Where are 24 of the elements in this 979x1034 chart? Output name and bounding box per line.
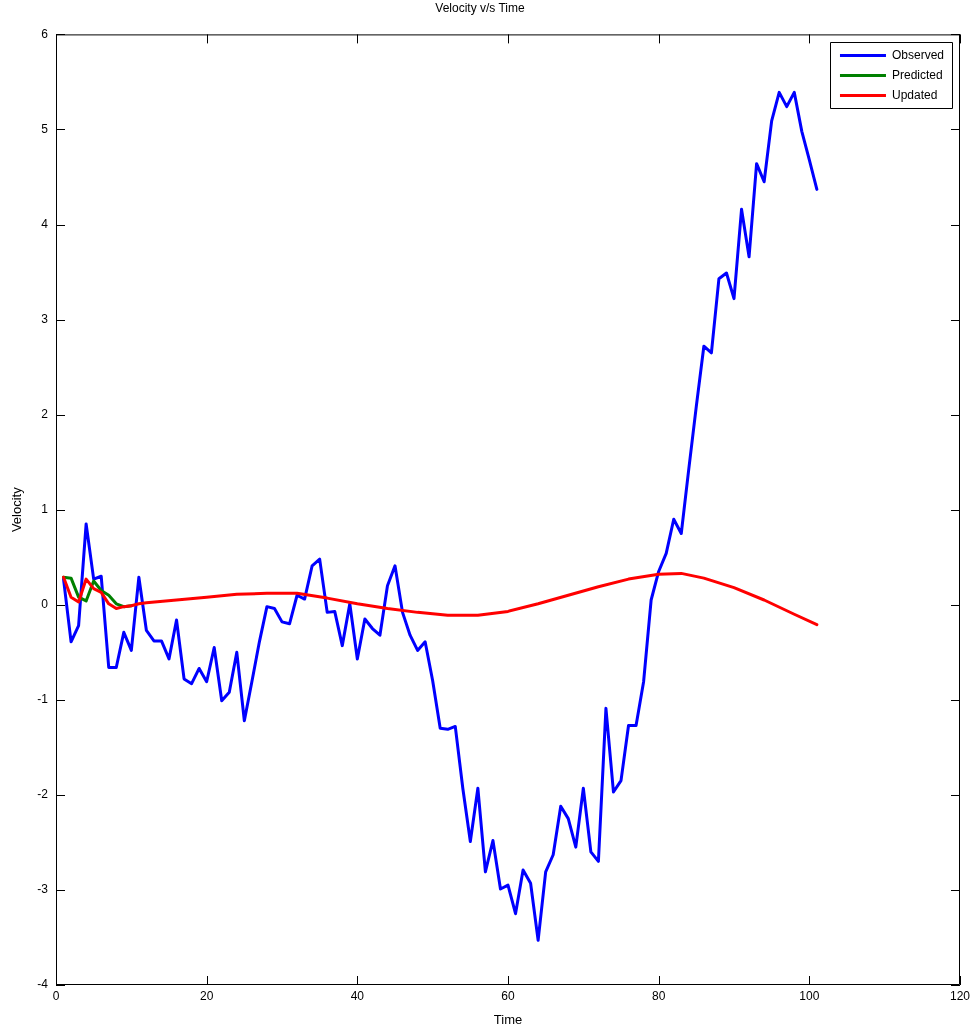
x-tick-label: 40: [350, 988, 365, 1003]
y-tick-label: 4: [41, 216, 49, 231]
legend-label: Predicted: [891, 67, 943, 82]
y-tick-label: 6: [41, 26, 49, 41]
y-tick-label: -4: [37, 977, 49, 992]
x-axis-title: Time: [493, 1011, 523, 1027]
x-tick-label: 60: [501, 988, 515, 1003]
y-tick-label: 5: [41, 121, 49, 136]
chart-title: Velocity v/s Time: [435, 0, 525, 15]
y-tick-label: 1: [41, 502, 49, 517]
x-tick-label: 20: [199, 988, 214, 1003]
x-tick-label: 100: [799, 988, 820, 1003]
legend-label: Observed: [891, 47, 945, 62]
y-tick-label: 0: [41, 597, 49, 612]
y-tick-label: -2: [37, 787, 49, 802]
y-tick-label: 2: [41, 406, 49, 421]
y-tick-label: 3: [41, 311, 49, 326]
legend-label: Updated: [891, 87, 938, 102]
y-tick-label: -3: [37, 882, 49, 897]
y-axis-title: Velocity: [9, 486, 25, 533]
y-tick-label: -1: [37, 692, 49, 707]
x-tick-label: 0: [52, 988, 60, 1003]
x-tick-label: 80: [651, 988, 666, 1003]
x-tick-label: 120: [949, 988, 971, 1003]
